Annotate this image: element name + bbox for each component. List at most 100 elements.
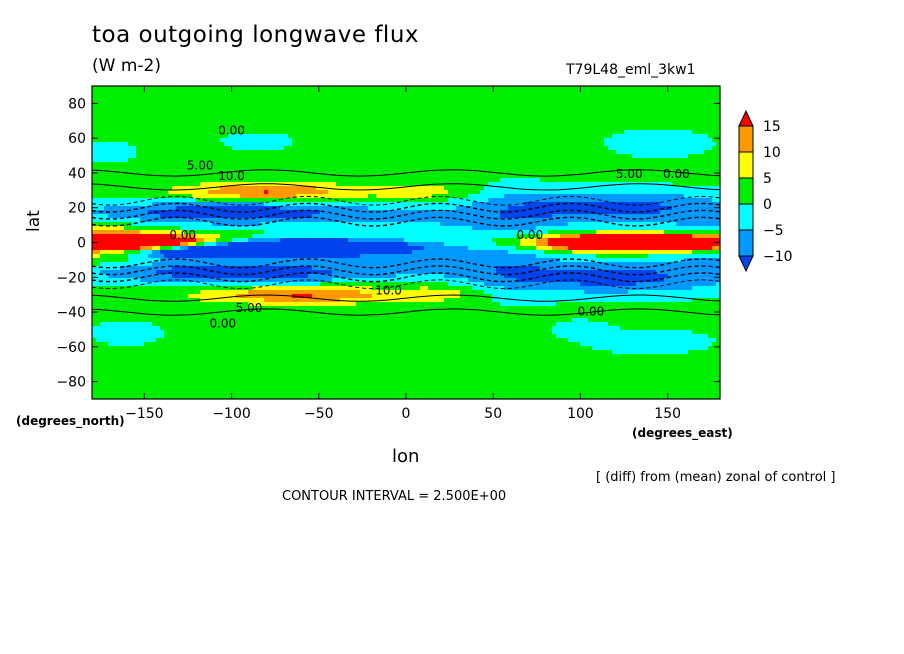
field-cell bbox=[344, 174, 349, 179]
field-cell bbox=[612, 114, 617, 119]
field-cell bbox=[688, 90, 693, 95]
field-cell bbox=[184, 170, 189, 175]
field-cell bbox=[188, 170, 193, 175]
field-cell bbox=[336, 134, 341, 139]
field-cell bbox=[176, 150, 181, 155]
field-cell bbox=[204, 114, 209, 119]
field-cell bbox=[480, 162, 485, 167]
field-cell bbox=[464, 98, 469, 103]
field-cell bbox=[624, 158, 629, 163]
field-cell bbox=[676, 138, 681, 143]
field-cell bbox=[236, 186, 241, 191]
field-cell bbox=[576, 110, 581, 115]
field-cell bbox=[148, 86, 153, 91]
field-cell bbox=[324, 166, 329, 171]
field-cell bbox=[496, 142, 501, 147]
field-cell bbox=[220, 154, 225, 159]
field-cell bbox=[152, 126, 157, 131]
field-cell bbox=[540, 158, 545, 163]
field-cell bbox=[648, 94, 653, 99]
field-cell bbox=[452, 122, 457, 127]
field-cell bbox=[584, 98, 589, 103]
field-cell bbox=[512, 158, 517, 163]
field-cell bbox=[116, 138, 121, 143]
field-cell bbox=[640, 102, 645, 107]
field-cell bbox=[376, 146, 381, 151]
field-cell bbox=[684, 150, 689, 155]
field-cell bbox=[244, 150, 249, 155]
field-cell bbox=[668, 150, 673, 155]
field-cell bbox=[716, 158, 720, 163]
field-cell bbox=[380, 190, 385, 195]
field-cell bbox=[216, 134, 221, 139]
field-cell bbox=[516, 110, 521, 115]
field-cell bbox=[556, 194, 561, 199]
field-cell bbox=[268, 178, 273, 183]
field-cell bbox=[220, 198, 225, 203]
field-cell bbox=[600, 118, 605, 123]
field-cell bbox=[548, 202, 553, 207]
field-cell bbox=[576, 174, 581, 179]
field-cell bbox=[436, 126, 441, 131]
field-cell bbox=[516, 158, 521, 163]
field-cell bbox=[124, 210, 129, 215]
field-cell bbox=[636, 86, 641, 91]
field-cell bbox=[312, 126, 317, 131]
field-cell bbox=[404, 94, 409, 99]
field-cell bbox=[660, 110, 665, 115]
field-cell bbox=[160, 138, 165, 143]
field-cell bbox=[284, 102, 289, 107]
field-cell bbox=[680, 118, 685, 123]
field-cell bbox=[488, 98, 493, 103]
field-cell bbox=[364, 94, 369, 99]
field-cell bbox=[156, 158, 161, 163]
field-cell bbox=[140, 102, 145, 107]
field-cell bbox=[140, 142, 145, 147]
field-cell bbox=[296, 90, 301, 95]
field-cell bbox=[692, 146, 697, 151]
field-cell bbox=[200, 154, 205, 159]
field-cell bbox=[552, 110, 557, 115]
field-cell bbox=[604, 190, 609, 195]
field-cell bbox=[632, 178, 637, 183]
field-cell bbox=[332, 114, 337, 119]
field-cell bbox=[392, 150, 397, 155]
field-cell bbox=[160, 154, 165, 159]
field-cell bbox=[328, 150, 333, 155]
field-cell bbox=[144, 142, 149, 147]
field-cell bbox=[300, 118, 305, 123]
field-cell bbox=[416, 122, 421, 127]
field-cell bbox=[296, 182, 301, 187]
field-cell bbox=[504, 166, 509, 171]
field-cell bbox=[220, 174, 225, 179]
field-cell bbox=[472, 174, 477, 179]
field-cell bbox=[652, 106, 657, 111]
field-cell bbox=[224, 206, 229, 211]
field-cell bbox=[620, 198, 625, 203]
field-cell bbox=[420, 98, 425, 103]
field-cell bbox=[184, 94, 189, 99]
field-cell bbox=[376, 110, 381, 115]
field-cell bbox=[168, 142, 173, 147]
field-cell bbox=[396, 98, 401, 103]
field-cell bbox=[560, 110, 565, 115]
field-cell bbox=[524, 198, 529, 203]
field-cell bbox=[212, 118, 217, 123]
field-cell bbox=[284, 94, 289, 99]
field-cell bbox=[136, 90, 141, 95]
field-cell bbox=[616, 186, 621, 191]
field-cell bbox=[672, 142, 677, 147]
field-cell bbox=[196, 202, 201, 207]
field-cell bbox=[108, 146, 113, 151]
field-cell bbox=[300, 142, 305, 147]
field-cell bbox=[692, 134, 697, 139]
field-cell bbox=[492, 146, 497, 151]
field-cell bbox=[96, 206, 101, 211]
field-cell bbox=[652, 142, 657, 147]
field-cell bbox=[516, 178, 521, 183]
field-cell bbox=[468, 114, 473, 119]
field-cell bbox=[148, 174, 153, 179]
field-cell bbox=[96, 174, 101, 179]
field-cell bbox=[212, 166, 217, 171]
field-cell bbox=[116, 190, 121, 195]
